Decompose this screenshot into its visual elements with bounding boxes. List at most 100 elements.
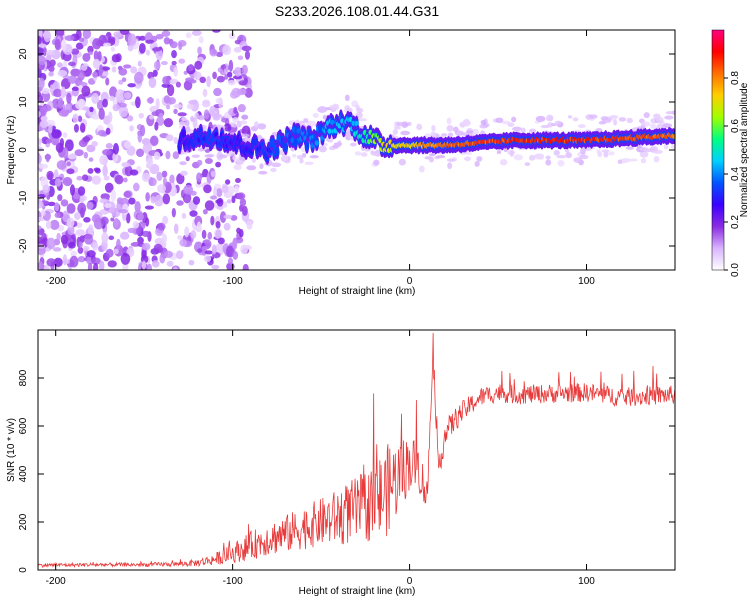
heatmap-cell — [203, 109, 210, 120]
colorbar-ticks: 0.0 0.2 0.4 0.6 0.8 — [724, 71, 741, 277]
heatmap-cell — [657, 120, 665, 125]
heatmap-cell — [230, 215, 238, 221]
heatmap-y-tick-label: -10 — [18, 190, 29, 205]
heatmap-cell — [162, 215, 169, 225]
heatmap-cell — [78, 98, 86, 109]
heatmap-cell — [215, 229, 222, 239]
heatmap-cell — [186, 103, 194, 110]
heatmap-cell — [92, 38, 102, 50]
heatmap-cell — [99, 198, 109, 204]
heatmap-cell — [446, 158, 456, 162]
heatmap-x-tick-label: 100 — [578, 276, 595, 287]
heatmap-cell — [163, 250, 173, 258]
heatmap-cell — [227, 257, 234, 265]
heatmap-cell — [68, 241, 76, 249]
heatmap-cell — [42, 184, 51, 194]
heatmap-cell — [610, 115, 619, 119]
heatmap-cell — [231, 195, 236, 204]
heatmap-cell — [57, 70, 68, 77]
heatmap-cell — [479, 124, 489, 129]
heatmap-cell — [107, 260, 117, 268]
heatmap-cell — [38, 46, 44, 57]
heatmap-cell — [123, 191, 132, 198]
figure-title: S233.2026.108.01.44.G31 — [275, 3, 439, 19]
heatmap-cell — [281, 154, 289, 162]
heatmap-cell — [77, 255, 86, 263]
heatmap-cell — [309, 155, 319, 159]
heatmap-cell — [83, 216, 91, 223]
heatmap-cell — [447, 132, 454, 138]
heatmap-cell — [175, 250, 184, 260]
heatmap-cell — [216, 188, 223, 198]
heatmap-cell — [203, 184, 212, 194]
heatmap-cell — [233, 46, 242, 53]
heatmap-cell — [215, 97, 221, 104]
heatmap-cell — [140, 124, 146, 137]
heatmap-cell — [64, 139, 74, 152]
heatmap-cell — [39, 120, 49, 129]
heatmap-cell — [545, 114, 554, 122]
snr-x-tick-label: 0 — [407, 576, 413, 587]
heatmap-cell — [234, 185, 240, 195]
heatmap-cell — [639, 151, 649, 158]
heatmap-cell — [108, 235, 115, 241]
heatmap-cell — [75, 42, 84, 50]
heatmap-cell — [172, 151, 180, 160]
heatmap-cell — [204, 154, 214, 158]
heatmap-cell — [107, 111, 113, 123]
snr-y-tick-label: 800 — [18, 369, 29, 386]
heatmap-cell — [162, 193, 171, 205]
heatmap-cell — [173, 108, 178, 115]
heatmap-cell — [209, 195, 218, 200]
heatmap-cell — [480, 119, 487, 126]
heatmap-cell — [87, 168, 94, 174]
heatmap-cell — [152, 47, 162, 52]
heatmap-cell — [137, 236, 144, 244]
heatmap-cell — [220, 64, 227, 70]
heatmap-cell — [643, 112, 650, 119]
heatmap-cell — [109, 86, 118, 98]
heatmap-cell — [215, 161, 222, 168]
heatmap-cell — [392, 129, 398, 135]
heatmap-cell — [429, 153, 436, 157]
heatmap-cell — [240, 244, 248, 255]
heatmap-cell — [557, 159, 565, 167]
heatmap-cell — [158, 112, 164, 119]
heatmap-cell — [653, 149, 663, 155]
heatmap-cell — [114, 174, 124, 185]
heatmap-cell — [58, 109, 69, 117]
heatmap-cell — [177, 112, 187, 117]
heatmap-cell — [73, 123, 79, 133]
heatmap-cell — [447, 125, 453, 132]
heatmap-cell — [580, 147, 586, 155]
heatmap-cell — [102, 165, 108, 177]
heatmap-cell — [82, 174, 89, 181]
heatmap-cell — [68, 61, 76, 66]
heatmap-cell — [138, 112, 144, 119]
heatmap-cell — [572, 117, 579, 122]
heatmap-cell — [110, 46, 116, 52]
heatmap-cell — [111, 54, 121, 63]
heatmap-cell — [296, 128, 301, 134]
heatmap-cell — [121, 162, 131, 168]
heatmap-cell — [240, 133, 250, 138]
heatmap-cell — [49, 84, 55, 94]
heatmap-cell — [113, 217, 119, 227]
heatmap-cell — [54, 178, 62, 187]
heatmap-y-ticks: -20 -10 0 10 20 — [18, 48, 675, 253]
heatmap-cell — [135, 96, 141, 109]
heatmap-cell — [145, 49, 151, 56]
heatmap-cell — [176, 200, 184, 206]
heatmap-cell — [62, 147, 69, 160]
snr-y-ticks: 0 200 400 600 800 — [18, 369, 675, 573]
heatmap-cell — [304, 161, 314, 165]
heatmap-cell — [100, 216, 109, 226]
heatmap-cell — [499, 159, 508, 166]
heatmap-cell — [105, 127, 111, 135]
heatmap-cell — [166, 104, 171, 110]
heatmap-cell — [501, 120, 511, 125]
heatmap-cell — [91, 140, 98, 147]
heatmap-cell — [476, 156, 483, 162]
heatmap-cell — [38, 225, 42, 231]
